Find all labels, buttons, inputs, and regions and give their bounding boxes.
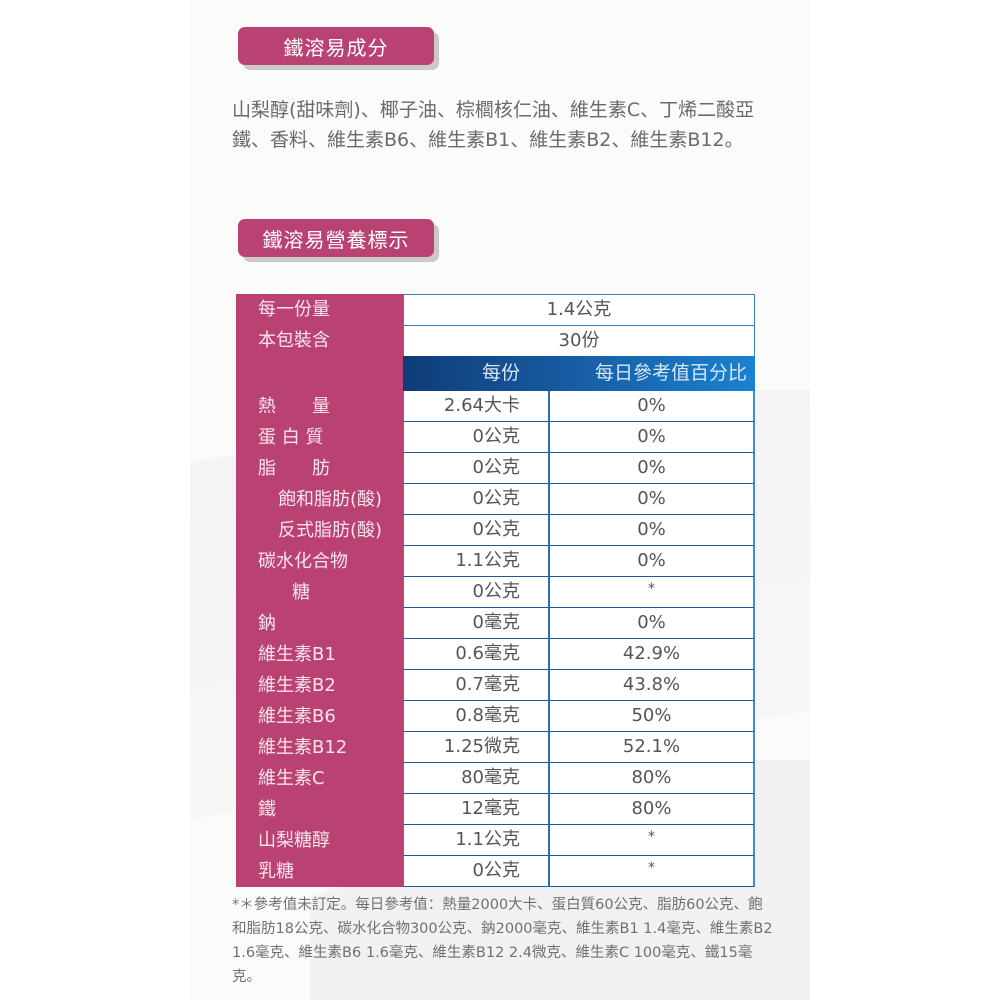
ingredients-heading: 鐵溶易成分 [238, 27, 434, 65]
per-serving-value: 0.7毫克 [403, 670, 548, 701]
column-header-row: 每份 每日參考值百分比 [236, 356, 755, 391]
nutrient-name: 山梨糖醇 [236, 825, 403, 856]
daily-pct-value: 80% [548, 763, 755, 794]
nutrient-name: 維生素B2 [236, 670, 403, 701]
daily-pct-value: 52.1% [548, 732, 755, 763]
nutrition-table: 每一份量 1.4公克 本包裝含 30份 每份 每日參考值百分比 熱 量 2.64大… [236, 294, 755, 887]
daily-pct-value: * [548, 856, 755, 887]
column-header: 每份 每日參考值百分比 [403, 356, 755, 391]
nutrient-name: 熱 量 [236, 391, 403, 422]
per-serving-value: 1.1公克 [403, 546, 548, 577]
ingredients-text: 山梨醇(甜味劑)、椰子油、棕櫚核仁油、維生素C、丁烯二酸亞鐵、香料、維生素B6、… [232, 99, 755, 151]
table-row: 糖 0公克 * [236, 577, 755, 608]
nutrient-name: 維生素C [236, 763, 403, 794]
nutrition-heading: 鐵溶易營養標示 [238, 219, 434, 257]
daily-pct-value: * [548, 577, 755, 608]
table-row: 碳水化合物 1.1公克 0% [236, 546, 755, 577]
table-row: 山梨糖醇 1.1公克 * [236, 825, 755, 856]
table-row: 維生素B1 0.6毫克 42.9% [236, 639, 755, 670]
serving-size-value: 1.4公克 [403, 294, 755, 325]
per-serving-value: 0毫克 [403, 608, 548, 639]
daily-pct-value: 0% [548, 484, 755, 515]
table-row: 反式脂肪(酸) 0公克 0% [236, 515, 755, 546]
servings-value: 30份 [403, 325, 755, 356]
daily-pct-value: 0% [548, 515, 755, 546]
col-per-serving: 每份 [481, 362, 520, 384]
table-row: 飽和脂肪(酸) 0公克 0% [236, 484, 755, 515]
serving-size-label: 每一份量 [236, 294, 403, 325]
nutrient-name: 維生素B6 [236, 701, 403, 732]
per-serving-value: 0公克 [403, 577, 548, 608]
table-row: 乳糖 0公克 * [236, 856, 755, 887]
nutrient-name: 維生素B1 [236, 639, 403, 670]
table-row: 蛋 白 質 0公克 0% [236, 422, 755, 453]
per-serving-value: 80毫克 [403, 763, 548, 794]
table-row: 熱 量 2.64大卡 0% [236, 391, 755, 422]
daily-pct-value: 43.8% [548, 670, 755, 701]
per-serving-value: 2.64大卡 [403, 391, 548, 422]
nutrient-name: 乳糖 [236, 856, 403, 887]
servings-label: 本包裝含 [236, 325, 403, 356]
nutrient-name: 反式脂肪(酸) [236, 515, 403, 546]
daily-pct-value: * [548, 825, 755, 856]
daily-pct-value: 42.9% [548, 639, 755, 670]
header-blank [236, 356, 403, 391]
table-row: 鈉 0毫克 0% [236, 608, 755, 639]
nutrient-name: 糖 [236, 577, 403, 608]
table-row: 維生素B6 0.8毫克 50% [236, 701, 755, 732]
servings-row: 本包裝含 30份 [236, 325, 755, 356]
per-serving-value: 0公克 [403, 453, 548, 484]
daily-pct-value: 0% [548, 422, 755, 453]
table-row: 脂 肪 0公克 0% [236, 453, 755, 484]
daily-pct-value: 0% [548, 608, 755, 639]
daily-pct-value: 0% [548, 546, 755, 577]
per-serving-value: 1.25微克 [403, 732, 548, 763]
table-row: 維生素B12 1.25微克 52.1% [236, 732, 755, 763]
nutrient-name: 鈉 [236, 608, 403, 639]
daily-pct-value: 0% [548, 391, 755, 422]
daily-pct-value: 80% [548, 794, 755, 825]
nutrient-name: 飽和脂肪(酸) [236, 484, 403, 515]
table-row: 維生素B2 0.7毫克 43.8% [236, 670, 755, 701]
footnote: *＊參考值未訂定。每日參考值：熱量2000大卡、蛋白質60公克、脂肪60公克、飽… [232, 897, 773, 985]
col-daily-pct: 每日參考值百分比 [594, 362, 747, 384]
per-serving-value: 0公克 [403, 484, 548, 515]
per-serving-value: 0公克 [403, 422, 548, 453]
per-serving-value: 0.8毫克 [403, 701, 548, 732]
nutrient-name: 蛋 白 質 [236, 422, 403, 453]
per-serving-value: 0.6毫克 [403, 639, 548, 670]
table-row: 維生素C 80毫克 80% [236, 763, 755, 794]
nutrient-rows: 熱 量 2.64大卡 0% 蛋 白 質 0公克 0% 脂 肪 0公克 0% 飽和脂肪(酸) 0公克 0… [236, 391, 755, 887]
daily-pct-value: 50% [548, 701, 755, 732]
nutrient-name: 維生素B12 [236, 732, 403, 763]
per-serving-value: 1.1公克 [403, 825, 548, 856]
nutrient-name: 脂 肪 [236, 453, 403, 484]
nutrient-name: 鐵 [236, 794, 403, 825]
nutrient-name: 碳水化合物 [236, 546, 403, 577]
serving-size-row: 每一份量 1.4公克 [236, 294, 755, 325]
per-serving-value: 0公克 [403, 515, 548, 546]
daily-pct-value: 0% [548, 453, 755, 484]
table-row: 鐵 12毫克 80% [236, 794, 755, 825]
per-serving-value: 0公克 [403, 856, 548, 887]
per-serving-value: 12毫克 [403, 794, 548, 825]
